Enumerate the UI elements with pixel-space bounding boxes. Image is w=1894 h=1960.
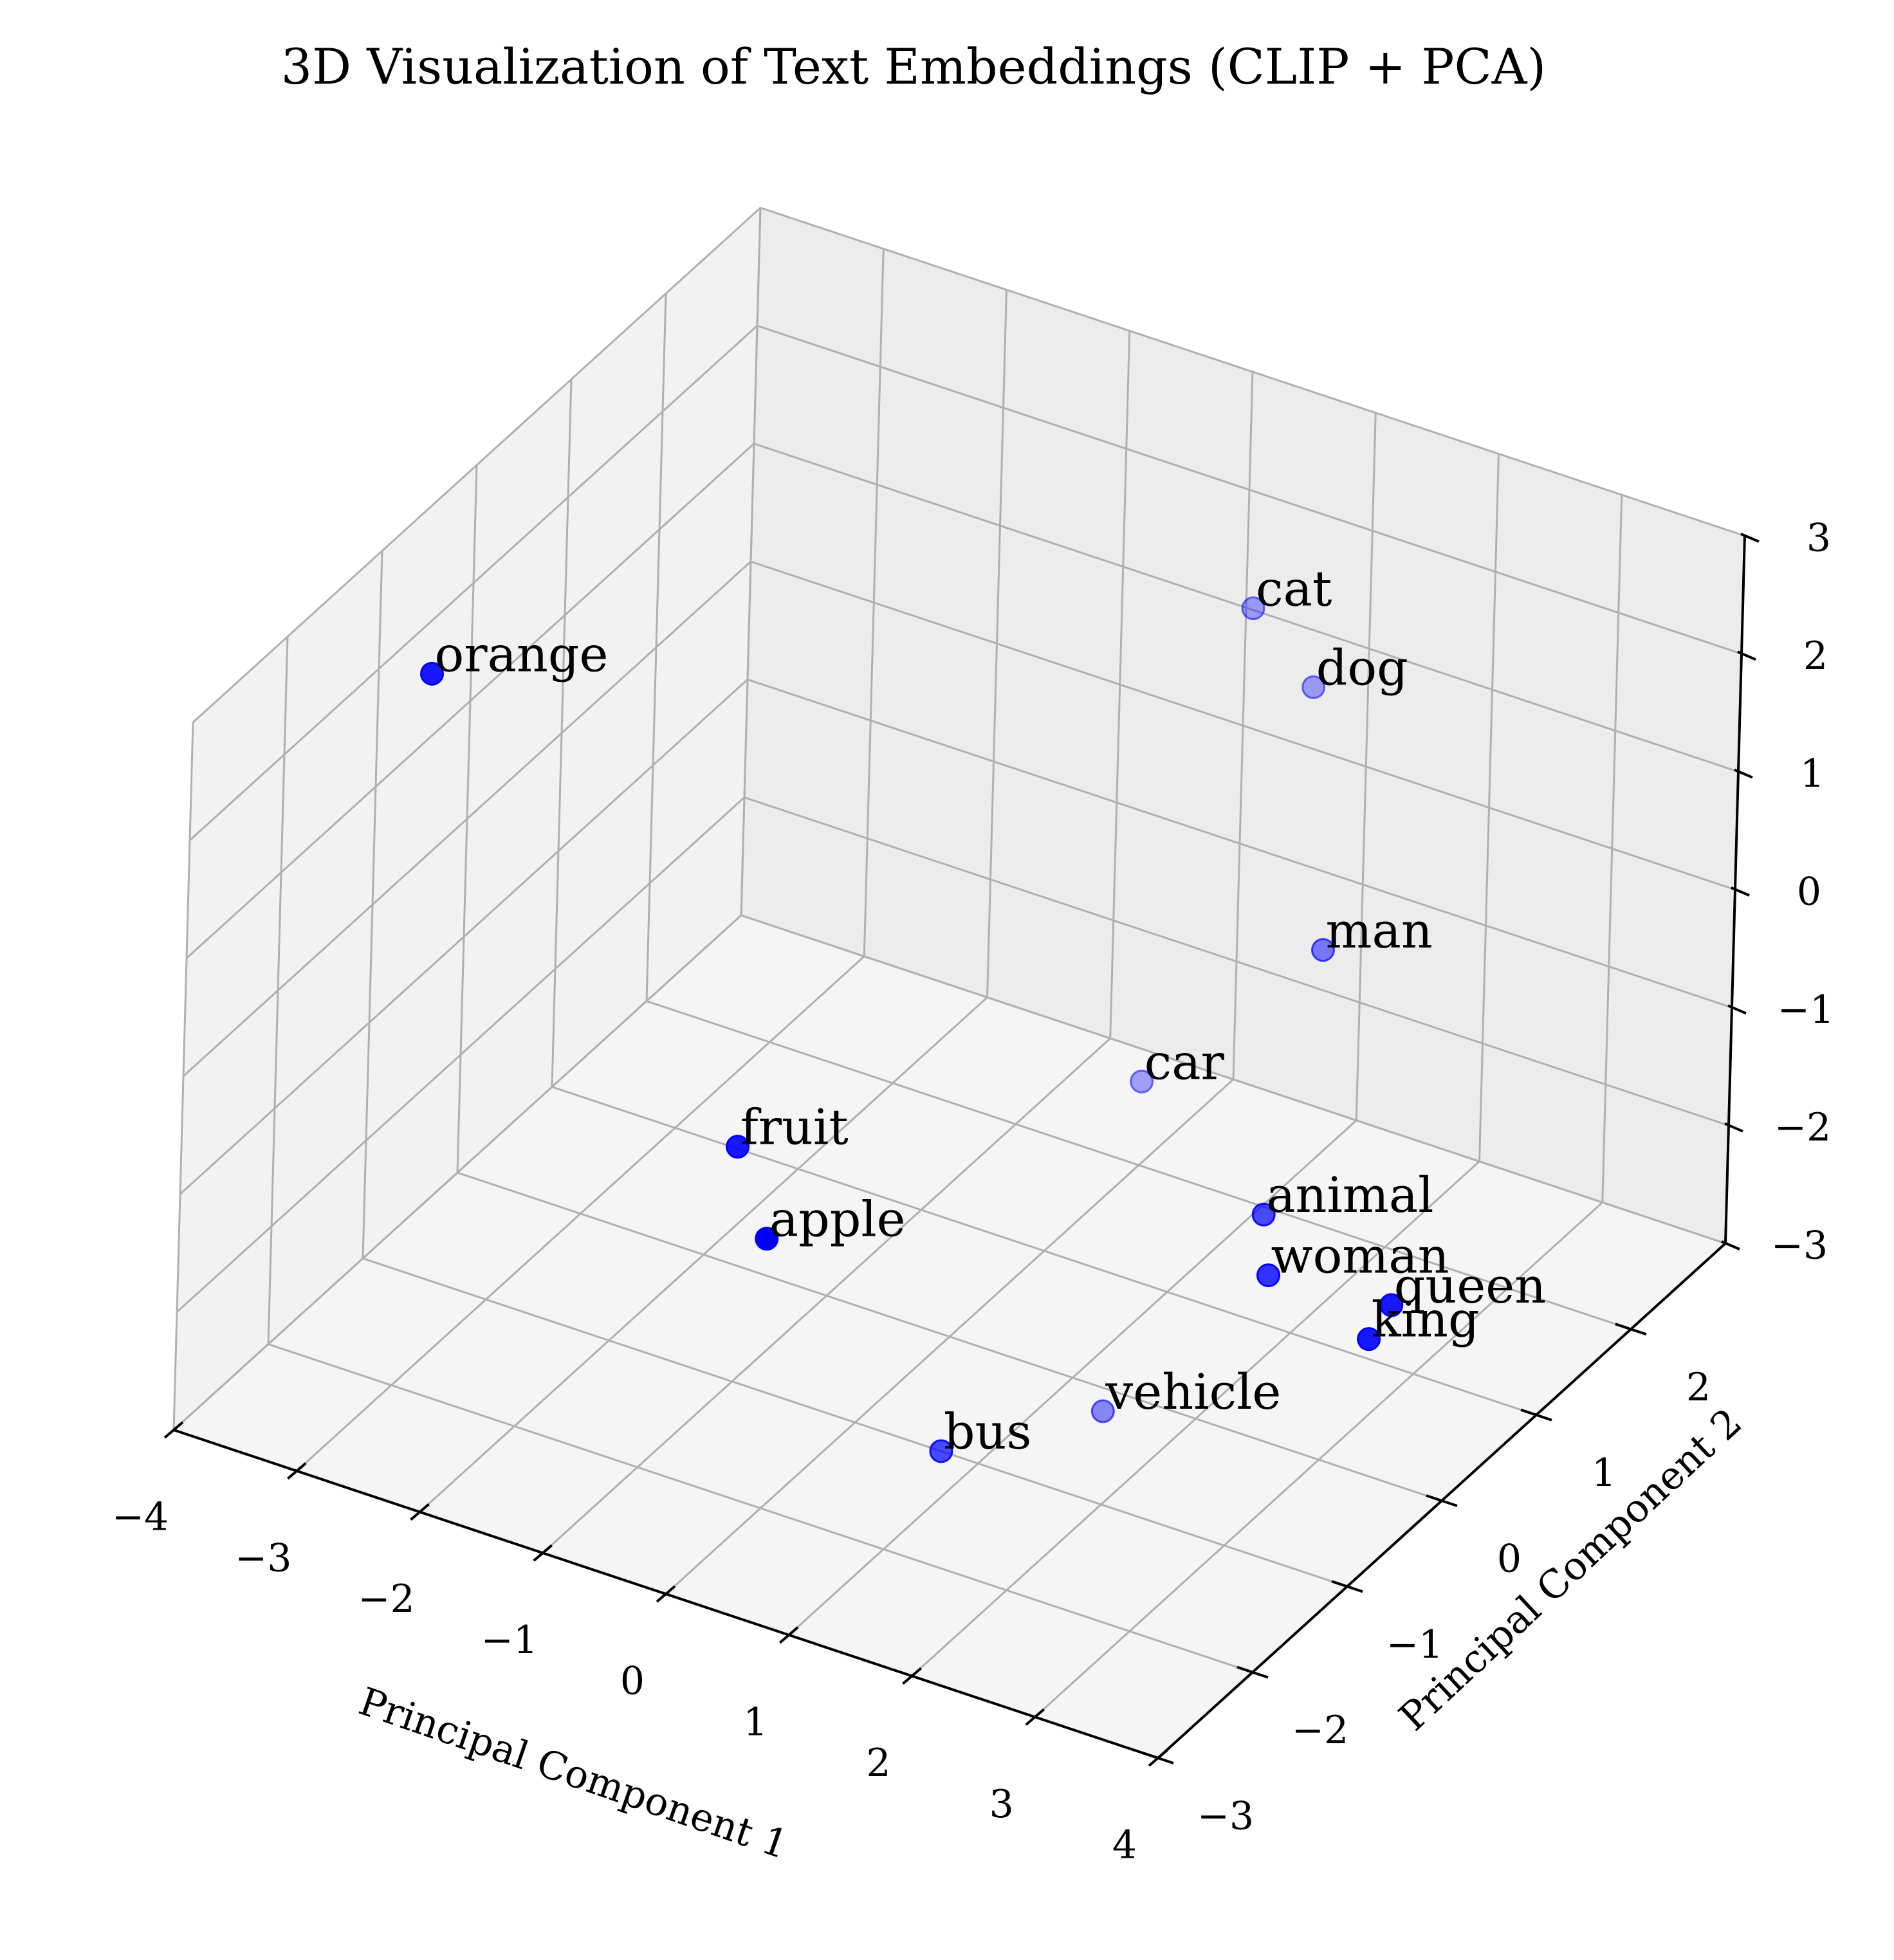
tick-labels: −4 −3 −2 −1 0 1 2 3 4 −3 −2 −1 0 1 2 −3 −2 −1 0 1 2 3 — [112, 516, 1834, 1868]
point-label-bus: bus — [944, 1403, 1032, 1460]
y-tick — [1615, 1323, 1647, 1336]
x-tick-label: −2 — [358, 1577, 414, 1622]
grid-z-back — [740, 914, 1726, 1245]
grid-z-left — [192, 206, 762, 724]
point-car — [1130, 1069, 1154, 1094]
z-tick-label: −1 — [1778, 987, 1834, 1032]
z-tick-label: −2 — [1774, 1105, 1831, 1150]
grid-z-back — [750, 560, 1736, 891]
point-label-man: man — [1325, 902, 1432, 959]
x-tick — [1025, 1708, 1045, 1726]
x-tick — [410, 1503, 430, 1521]
z-tick — [1737, 650, 1756, 661]
point-label-apple: apple — [769, 1191, 906, 1248]
z-tick-label: 3 — [1807, 516, 1831, 561]
grid-z-back — [760, 206, 1745, 537]
y-tick — [1520, 1408, 1552, 1422]
point-label-dog: dog — [1316, 639, 1408, 696]
z-tick — [1727, 1004, 1747, 1015]
x-tick-label: 3 — [989, 1782, 1014, 1827]
y-tick-label: −1 — [1386, 1622, 1443, 1667]
point-dog — [1301, 675, 1326, 699]
z-tick-label: 2 — [1803, 634, 1828, 679]
y-tick-label: −3 — [1197, 1794, 1254, 1839]
grid-z-left — [185, 443, 755, 959]
point-king — [1357, 1327, 1381, 1351]
point-label-orange: orange — [435, 625, 609, 682]
point-orange — [420, 661, 444, 686]
x-tick-label: 1 — [743, 1699, 768, 1745]
point-label-queen: queen — [1394, 1257, 1547, 1314]
grid-y-floor — [457, 1171, 1442, 1502]
x-tick-label: −4 — [112, 1495, 169, 1540]
point-woman — [1256, 1263, 1281, 1288]
point-label-cat: cat — [1256, 560, 1332, 618]
grid-z-back — [747, 678, 1733, 1009]
point-label-woman: woman — [1271, 1227, 1449, 1285]
z-tick — [1731, 886, 1750, 897]
y-tick — [1237, 1665, 1269, 1679]
z-tick — [1724, 1122, 1743, 1133]
axes — [163, 533, 1760, 1767]
y-tick-label: 2 — [1686, 1365, 1711, 1410]
x-tick-label: 0 — [620, 1659, 645, 1704]
y-tick — [1142, 1752, 1174, 1764]
point-vehicle — [1090, 1399, 1115, 1424]
x-tick-label: 4 — [1112, 1823, 1137, 1868]
y-tick-label: −2 — [1292, 1708, 1348, 1753]
x-tick — [778, 1626, 799, 1644]
point-label-animal: animal — [1266, 1166, 1433, 1223]
y-tick-label: 0 — [1497, 1537, 1522, 1582]
z-tick-label: 0 — [1797, 870, 1821, 915]
point-label-car: car — [1145, 1033, 1225, 1090]
grid-y-floor — [551, 1086, 1537, 1416]
x-tick-label: 2 — [866, 1741, 890, 1786]
grid-z-left — [176, 796, 746, 1313]
grid-z-back — [744, 796, 1729, 1127]
y-tick-label: 1 — [1592, 1451, 1616, 1496]
x-tick — [163, 1421, 184, 1439]
grid-y-floor — [362, 1257, 1348, 1588]
grid-y-floor — [268, 1343, 1253, 1674]
grid-z-left — [172, 914, 742, 1431]
chart-title: 3D Visualization of Text Embeddings (CLI… — [281, 38, 1546, 95]
z-tick — [1734, 768, 1753, 779]
point-queen — [1379, 1293, 1404, 1317]
z-tick — [1721, 1240, 1740, 1250]
x-tick — [286, 1462, 307, 1480]
point-label-king: king — [1372, 1291, 1480, 1348]
z-tick-label: −3 — [1771, 1223, 1828, 1269]
point-fruit — [726, 1135, 750, 1159]
z-tick-label: 1 — [1800, 751, 1825, 796]
x-tick — [656, 1585, 676, 1603]
grid-z-back — [757, 324, 1742, 655]
grid-z-left — [188, 325, 759, 841]
x-axis-label: Principal Component 1 — [353, 1679, 793, 1868]
x-tick-label: −3 — [235, 1535, 291, 1580]
axis-panes — [174, 208, 1745, 1758]
x-tick — [902, 1667, 922, 1685]
grid-z-back — [753, 443, 1739, 773]
x-tick-label: −1 — [481, 1618, 538, 1663]
point-animal — [1251, 1202, 1276, 1227]
x-tick — [533, 1544, 553, 1562]
grid-y-floor — [646, 1000, 1632, 1330]
point-man — [1310, 938, 1335, 962]
point-bus — [929, 1439, 953, 1463]
point-label-vehicle: vehicle — [1105, 1363, 1281, 1420]
y-tick — [1426, 1494, 1458, 1507]
grid-z-left — [182, 560, 752, 1077]
grid-z-left — [179, 679, 749, 1195]
point-apple — [755, 1227, 779, 1251]
y-tick — [1331, 1580, 1363, 1593]
point-cat — [1241, 596, 1265, 621]
z-tick — [1740, 533, 1760, 543]
point-label-fruit: fruit — [740, 1099, 849, 1156]
